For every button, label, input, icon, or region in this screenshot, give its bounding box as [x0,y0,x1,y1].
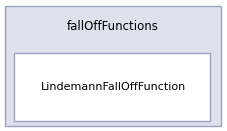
FancyBboxPatch shape [14,53,210,121]
Text: fallOffFunctions: fallOffFunctions [67,20,159,34]
Text: LindemannFallOffFunction: LindemannFallOffFunction [40,82,186,92]
FancyBboxPatch shape [5,6,221,126]
